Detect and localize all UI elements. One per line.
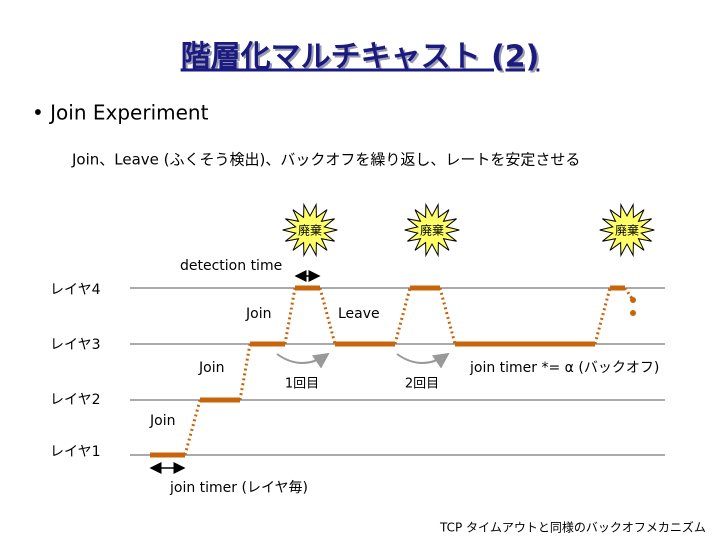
rate-dot <box>630 310 636 316</box>
layer-label: レイヤ2 <box>50 392 101 408</box>
burst <box>599 202 655 258</box>
annotation: 2回目 <box>405 377 439 392</box>
rate-dot <box>630 297 636 303</box>
annotation: Leave <box>338 306 380 322</box>
annotation: Join <box>245 306 271 322</box>
burst <box>282 202 338 258</box>
backoff-arrow <box>276 352 330 369</box>
title-shadow: 階層化マルチキャスト (2) <box>183 42 542 77</box>
burst-label: 廃棄 <box>420 224 444 238</box>
burst-label: 廃棄 <box>615 224 639 238</box>
burst <box>404 202 460 258</box>
annotation: Join <box>198 360 224 376</box>
layer-label: レイヤ1 <box>50 444 101 460</box>
annotation: 1回目 <box>285 377 319 392</box>
backoff-arrow <box>396 352 450 369</box>
footer: TCP タイムアウトと同様のバックオフメカニズム <box>439 520 706 535</box>
title: 階層化マルチキャスト (2) <box>181 40 540 75</box>
rate-staircase <box>150 285 636 458</box>
bullet: • Join Experiment <box>32 101 209 125</box>
rate-segments <box>150 285 625 458</box>
annotation: join timer *= α (バックオフ) <box>469 360 659 376</box>
subtitle: Join、Leave (ふくそう検出)、バックオフを繰り返し、レートを安定させる <box>71 151 580 169</box>
burst-label: 廃棄 <box>298 224 322 238</box>
annotation: Join <box>149 413 175 429</box>
detection-time: detection time <box>180 258 282 274</box>
layer-label: レイヤ3 <box>50 337 101 353</box>
layer-label: レイヤ4 <box>50 282 101 298</box>
bursts <box>282 202 655 258</box>
annotation: join timer (レイヤ毎) <box>169 480 308 496</box>
